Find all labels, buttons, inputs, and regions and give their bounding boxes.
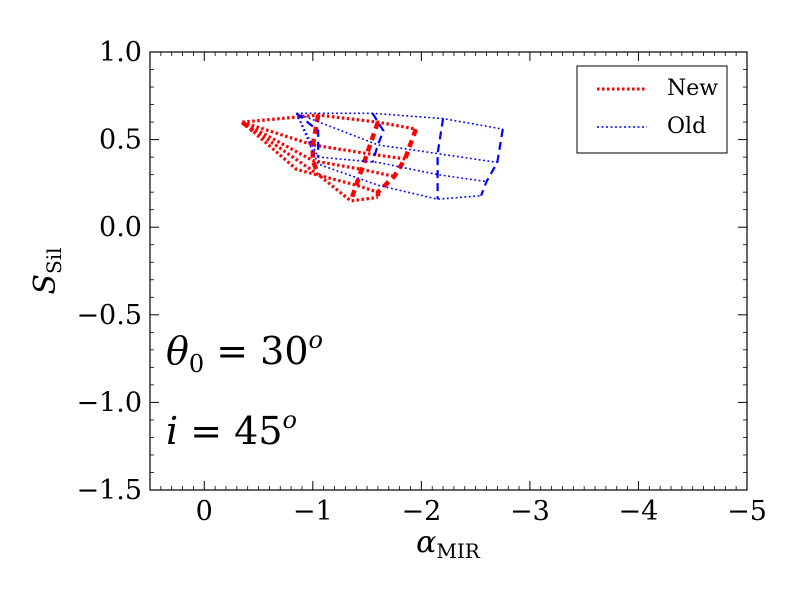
series-old (295, 112, 504, 201)
axis-ticks (149, 51, 748, 491)
y-tick-label: −1.5 (76, 475, 142, 506)
annotation-inclination-rest: = 45 (178, 409, 282, 453)
legend-label-new: New (667, 76, 718, 101)
legend-box (576, 65, 728, 154)
annotation-theta-sub: 0 (189, 350, 204, 378)
x-axis-label: αMIR (416, 525, 481, 563)
tick-labels: 0 −1 −2 −3 −4 −5 1.0 0.5 0.0 −0.5 −1.0 −1.5 (76, 37, 766, 527)
legend: New Old (576, 65, 728, 154)
y-tick-label: 0.0 (99, 212, 142, 243)
x-tick-label: −3 (510, 496, 550, 527)
series-dotted-line (241, 120, 379, 203)
series-dashed-line (310, 114, 321, 176)
annotation-theta-main: θ (166, 329, 189, 373)
series-dotted-line (296, 112, 503, 130)
series-dotted-line (295, 112, 487, 183)
series-dashed-line (436, 118, 445, 200)
series-dashed-line (295, 112, 320, 158)
series-dotted-line (241, 120, 379, 194)
plot-frame (149, 51, 748, 491)
y-axis-label: SSil (28, 247, 66, 294)
series-dashed-line (480, 128, 504, 197)
series-new (240, 113, 419, 203)
series-dotted-line (296, 112, 498, 164)
y-tick-label: −1.0 (76, 387, 142, 418)
annotation-inclination-sup: o (283, 406, 297, 434)
x-tick-label: −1 (293, 496, 333, 527)
annotation-theta-sup: o (309, 326, 323, 354)
legend-label-old: Old (667, 114, 706, 139)
x-axis-label-main: α (416, 525, 436, 560)
series-dashed-line (371, 112, 385, 163)
y-tick-label: 1.0 (99, 37, 142, 68)
annotation-inclination: i = 45o (166, 406, 297, 453)
annotation-theta: θ0 = 30o (166, 326, 323, 378)
x-tick-label: −2 (401, 496, 441, 527)
y-tick-label: 0.5 (99, 125, 142, 156)
y-axis-label-main: S (28, 274, 63, 295)
y-tick-label: −0.5 (76, 300, 142, 331)
x-tick-label: −4 (619, 496, 659, 527)
y-axis-label-sub: Sil (42, 247, 66, 274)
annotation-inclination-main: i (166, 409, 178, 453)
annotation-theta-rest: = 30 (204, 329, 308, 373)
series-dashed-line (348, 121, 381, 202)
series-layer (240, 112, 504, 203)
x-tick-label: 0 (196, 496, 213, 527)
series-dotted-line (241, 120, 395, 178)
series-dotted-line (241, 120, 406, 161)
series-dotted-line (295, 112, 482, 201)
series-dashed-line (375, 128, 419, 198)
x-axis-label-sub: MIR (436, 539, 480, 563)
series-dotted-line (242, 113, 417, 131)
series-dashed-line (240, 120, 255, 133)
x-tick-label: −5 (727, 496, 767, 527)
